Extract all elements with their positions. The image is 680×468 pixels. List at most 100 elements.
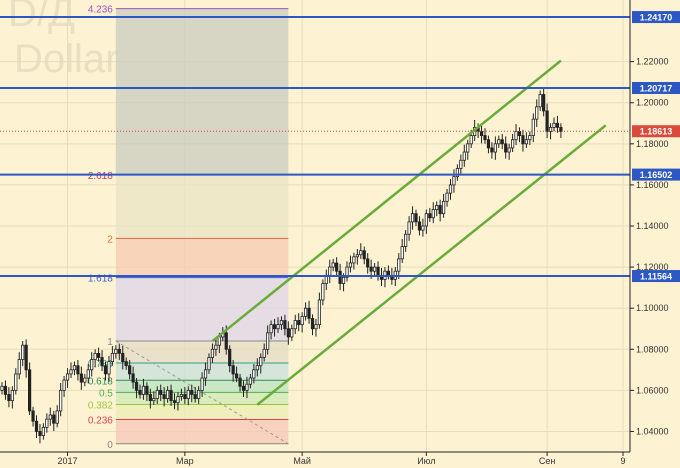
candle-body	[228, 348, 232, 367]
fib-level-label: 0.236	[88, 416, 113, 427]
candle-body	[438, 205, 442, 215]
y-tick-label: 1.12000	[636, 262, 669, 272]
current-price-badge	[632, 125, 680, 138]
candle-body	[335, 262, 339, 272]
candle-body	[83, 377, 87, 383]
candle-body	[535, 106, 539, 120]
candle-body	[486, 139, 491, 149]
fib-level-label: 0.5	[99, 388, 113, 399]
candle-body	[507, 147, 511, 153]
candle-body	[128, 365, 132, 375]
level-badge	[632, 11, 680, 24]
horizontal-levels	[0, 16, 630, 278]
candle-body	[107, 361, 111, 375]
candle-body	[310, 318, 315, 330]
price-axis-panel	[630, 0, 680, 468]
candle-body	[162, 394, 166, 399]
candle-body	[362, 250, 366, 260]
trend-channel	[211, 59, 607, 406]
candle-body	[255, 365, 259, 371]
candle-body	[331, 262, 335, 268]
fib-level-label: 0.382	[88, 401, 113, 412]
candle-body	[510, 139, 515, 149]
level-badge-label: 1.24170	[640, 13, 673, 23]
candle-body	[441, 200, 446, 215]
candle-body	[59, 389, 63, 412]
candle-body	[455, 168, 460, 178]
candle-body	[428, 213, 432, 219]
candle-body	[203, 369, 208, 379]
channel-upper-line	[211, 59, 562, 343]
fib-zone	[115, 404, 289, 420]
candle-body	[262, 348, 266, 358]
x-tick-label: 9	[620, 456, 625, 466]
candle-body	[72, 365, 77, 371]
y-tick-label: 1.18000	[636, 139, 669, 149]
candle-body	[62, 379, 66, 391]
candle-body	[421, 225, 425, 231]
candle-body	[269, 324, 273, 334]
level-badge-label: 1.11564	[640, 272, 672, 282]
level-badge	[632, 270, 680, 283]
candle-body	[407, 221, 411, 235]
candle-body	[21, 344, 25, 360]
candle-body	[497, 139, 501, 145]
candle-body	[279, 320, 284, 326]
candle-body	[197, 389, 201, 399]
candle-body	[348, 262, 353, 268]
candle-body	[286, 328, 290, 338]
candle-body	[528, 135, 532, 141]
candle-body	[314, 324, 318, 330]
candle-body	[517, 131, 522, 136]
candle-body	[210, 348, 215, 358]
candle-body	[514, 131, 518, 141]
candle-body	[417, 221, 422, 231]
candle-body	[183, 394, 187, 399]
candle-body	[7, 394, 11, 402]
candle-body	[559, 126, 563, 132]
fibonacci-retracement: 00.2360.3820.50.6180.78611.61822.6184.23…	[88, 5, 289, 451]
candle-body	[179, 394, 183, 397]
candle-body	[224, 332, 228, 350]
fib-zone	[115, 392, 289, 405]
candle-body	[338, 270, 342, 284]
y-tick-label: 1.22000	[636, 57, 669, 67]
candle-body	[214, 344, 218, 350]
price-badges: 1.24170 1.20717 1.16502 1.11564 1.18613	[632, 11, 680, 283]
candle-body	[297, 320, 301, 326]
candle-body	[245, 383, 249, 391]
fib-zone	[115, 419, 289, 444]
candle-body	[341, 276, 346, 284]
fib-zone	[115, 363, 289, 381]
price-axis: 1.04000 1.06000 1.08000 1.10000 1.12000 1.140…	[630, 57, 669, 436]
fib-zone	[115, 8, 289, 175]
candle-body	[159, 389, 163, 395]
candle-body	[521, 135, 525, 145]
candle-body	[172, 400, 177, 404]
candle-body	[397, 258, 401, 272]
candle-body	[431, 209, 435, 219]
candle-body	[303, 307, 308, 317]
candle-body	[169, 389, 173, 402]
candle-body	[538, 94, 542, 108]
candle-body	[79, 373, 83, 383]
candle-body	[121, 352, 125, 362]
candle-body	[272, 324, 277, 330]
candle-body	[117, 348, 121, 354]
candle-body	[141, 385, 146, 395]
candle-body	[0, 385, 4, 391]
candle-body	[114, 348, 118, 354]
x-tick-label: Июл	[417, 456, 435, 466]
y-tick-label: 1.20000	[636, 98, 669, 108]
level-badge	[632, 168, 680, 181]
candle-body	[504, 143, 508, 153]
y-tick-label: 1.04000	[636, 426, 669, 436]
candle-body	[376, 266, 380, 276]
candle-body	[165, 389, 170, 399]
y-tick-label: 1.16000	[636, 180, 669, 190]
candle-body	[234, 373, 239, 379]
watermark-line2: Dollar	[14, 37, 118, 81]
candle-body	[293, 320, 297, 330]
candle-body	[290, 328, 294, 338]
